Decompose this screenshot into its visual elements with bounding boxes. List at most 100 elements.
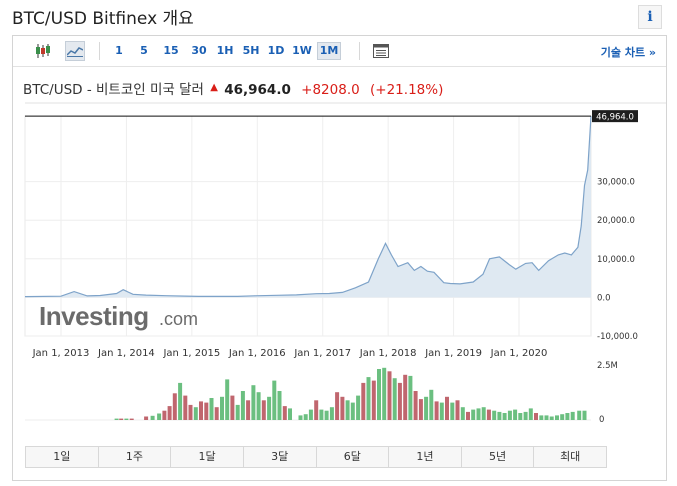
volume-bar bbox=[272, 380, 277, 420]
range-button-0[interactable]: 1일 bbox=[26, 447, 99, 467]
current-price-tag bbox=[592, 110, 638, 123]
chart-toolbar: 1 5 15 30 1H 5H 1D 1W 1M 기술 차트 » bbox=[13, 36, 666, 67]
y-tick-label: 10,000.0 bbox=[597, 255, 635, 265]
info-icon[interactable]: i bbox=[638, 5, 662, 29]
volume-bar bbox=[314, 400, 319, 420]
volume-bar bbox=[267, 396, 272, 420]
volume-bar bbox=[434, 401, 439, 420]
x-tick-label: Jan 1, 2019 bbox=[424, 348, 482, 359]
x-tick-label: Jan 1, 2013 bbox=[32, 348, 90, 359]
volume-bar bbox=[582, 410, 587, 420]
y-tick-label: -10,000.0 bbox=[597, 332, 638, 342]
volume-bar bbox=[507, 410, 512, 420]
volume-bar bbox=[308, 409, 313, 420]
volume-bar bbox=[319, 409, 324, 420]
volume-bar bbox=[455, 400, 460, 420]
range-button-1[interactable]: 1주 bbox=[99, 447, 172, 467]
volume-bar bbox=[534, 413, 538, 420]
volume-bar bbox=[350, 402, 355, 420]
volume-bar bbox=[466, 411, 470, 420]
price-change-percent: (+21.18%) bbox=[370, 82, 444, 98]
x-tick-label: Jan 1, 2014 bbox=[97, 348, 155, 359]
period-5[interactable]: 5 bbox=[140, 44, 148, 57]
investing-logo-bold: Investing bbox=[39, 301, 149, 331]
volume-bar bbox=[413, 391, 418, 420]
volume-bar bbox=[539, 415, 544, 420]
volume-bar bbox=[277, 391, 282, 420]
range-button-7[interactable]: 최대 bbox=[560, 450, 581, 463]
volume-bar bbox=[256, 392, 261, 420]
range-button-6[interactable]: 5년 bbox=[462, 447, 535, 467]
volume-bar bbox=[403, 374, 408, 420]
volume-bar bbox=[397, 382, 402, 420]
price-chart[interactable]: 46,964.0 30,000.0 20,000.0 10,000.0 0.0 -10,0… bbox=[13, 36, 666, 448]
volume-bar bbox=[424, 396, 429, 420]
y-tick-label: 30,000.0 bbox=[597, 178, 635, 188]
volume-bar bbox=[235, 404, 240, 420]
volume-bar bbox=[150, 415, 155, 420]
volume-bar bbox=[298, 415, 303, 420]
up-arrow-icon: ▲ bbox=[210, 82, 218, 93]
volume-bar bbox=[492, 410, 497, 420]
volume-bar bbox=[340, 396, 345, 420]
volume-bar bbox=[240, 391, 245, 420]
volume-bar bbox=[183, 395, 188, 420]
period-1w[interactable]: 1W bbox=[292, 44, 312, 57]
period-1[interactable]: 1 bbox=[115, 44, 123, 57]
period-1h[interactable]: 1H bbox=[216, 44, 234, 57]
volume-bar bbox=[486, 409, 491, 420]
volume-bar bbox=[371, 380, 376, 420]
volume-bar bbox=[251, 385, 256, 420]
quote-line: BTC/USD - 비트코인 미국 달러 ▲ 46,964.0 +8208.0 … bbox=[23, 78, 443, 98]
candlestick-icon[interactable] bbox=[33, 41, 53, 61]
range-button-2[interactable]: 1달 bbox=[171, 447, 244, 467]
volume-bar bbox=[377, 369, 381, 420]
volume-bar bbox=[335, 392, 340, 420]
volume-bar bbox=[518, 413, 523, 420]
volume-bar bbox=[214, 407, 219, 420]
volume-bar bbox=[144, 416, 149, 420]
volume-bar bbox=[114, 418, 119, 420]
x-tick-label: Jan 1, 2018 bbox=[359, 348, 417, 359]
volume-bar bbox=[570, 411, 575, 420]
volume-bar bbox=[497, 411, 502, 420]
current-price-label: 46,964.0 bbox=[596, 113, 634, 123]
period-1m[interactable]: 1M bbox=[317, 42, 341, 60]
volume-bar bbox=[162, 410, 167, 420]
volume-max-label: 2.5M bbox=[597, 361, 618, 371]
x-tick-label: Jan 1, 2015 bbox=[162, 348, 220, 359]
volume-bar bbox=[288, 408, 292, 420]
toolbar-divider bbox=[99, 42, 100, 60]
volume-bar bbox=[382, 367, 387, 420]
period-1d[interactable]: 1D bbox=[267, 44, 285, 57]
range-button-5[interactable]: 1년 bbox=[389, 447, 462, 467]
volume-bar bbox=[225, 379, 230, 420]
volume-bar bbox=[439, 402, 444, 420]
volume-bar bbox=[544, 415, 549, 420]
volume-bar bbox=[445, 396, 449, 420]
volume-bar bbox=[366, 377, 371, 420]
chart-panel: 1 5 15 30 1H 5H 1D 1W 1M 기술 차트 » BTC/USD - 비트코인 … bbox=[12, 35, 667, 481]
y-tick-label: 0.0 bbox=[597, 293, 611, 303]
volume-bar bbox=[560, 414, 565, 420]
range-button-4[interactable]: 6달 bbox=[317, 447, 390, 467]
volume-bar bbox=[345, 400, 350, 420]
range-button-3[interactable]: 3달 bbox=[244, 447, 317, 467]
period-30[interactable]: 30 bbox=[191, 44, 207, 57]
volume-bar bbox=[577, 410, 582, 420]
volume-bar bbox=[157, 413, 162, 420]
period-5h[interactable]: 5H bbox=[242, 44, 260, 57]
volume-bar bbox=[188, 404, 193, 420]
technical-chart-link[interactable]: 기술 차트 » bbox=[600, 46, 656, 59]
area-chart-icon[interactable] bbox=[65, 41, 85, 61]
volume-bar bbox=[282, 406, 287, 420]
last-price: 46,964.0 bbox=[224, 82, 291, 98]
volume-bar bbox=[119, 418, 124, 420]
y-tick-label: 20,000.0 bbox=[597, 216, 635, 226]
volume-bar bbox=[528, 408, 533, 420]
volume-bar bbox=[460, 407, 465, 420]
x-tick-label: Jan 1, 2020 bbox=[490, 348, 548, 359]
table-icon[interactable] bbox=[371, 41, 391, 61]
period-15[interactable]: 15 bbox=[163, 44, 179, 57]
volume-bar bbox=[167, 406, 172, 420]
